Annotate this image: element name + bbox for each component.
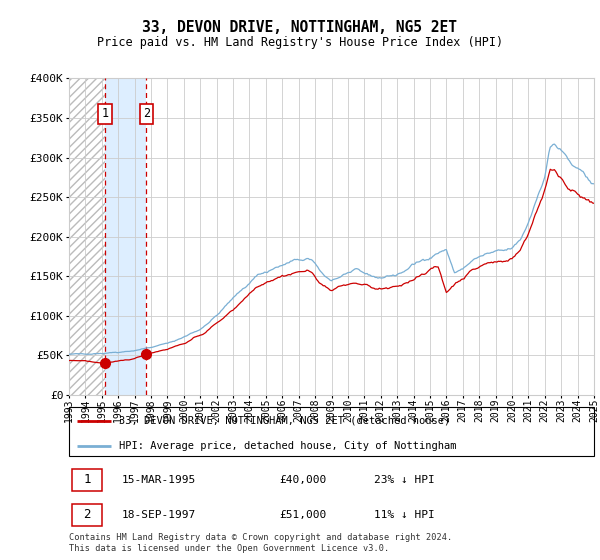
Text: 2: 2 (143, 108, 150, 120)
Bar (69, 78, 105, 395)
FancyBboxPatch shape (71, 504, 102, 526)
Text: 33, DEVON DRIVE, NOTTINGHAM, NG5 2ET (detached house): 33, DEVON DRIVE, NOTTINGHAM, NG5 2ET (de… (119, 416, 450, 426)
Text: 1: 1 (83, 473, 91, 486)
FancyBboxPatch shape (71, 469, 102, 491)
Text: 11% ↓ HPI: 11% ↓ HPI (373, 510, 434, 520)
Text: £40,000: £40,000 (279, 475, 326, 484)
Text: HPI: Average price, detached house, City of Nottingham: HPI: Average price, detached house, City… (119, 441, 457, 451)
Bar (105, 78, 146, 395)
Text: 1: 1 (101, 108, 109, 120)
Text: 33, DEVON DRIVE, NOTTINGHAM, NG5 2ET: 33, DEVON DRIVE, NOTTINGHAM, NG5 2ET (143, 20, 458, 35)
Text: 18-SEP-1997: 18-SEP-1997 (121, 510, 196, 520)
Text: £51,000: £51,000 (279, 510, 326, 520)
Text: Price paid vs. HM Land Registry's House Price Index (HPI): Price paid vs. HM Land Registry's House … (97, 36, 503, 49)
Text: 2: 2 (83, 508, 91, 521)
Text: 15-MAR-1995: 15-MAR-1995 (121, 475, 196, 484)
Text: 23% ↓ HPI: 23% ↓ HPI (373, 475, 434, 484)
Text: Contains HM Land Registry data © Crown copyright and database right 2024.
This d: Contains HM Land Registry data © Crown c… (69, 533, 452, 553)
